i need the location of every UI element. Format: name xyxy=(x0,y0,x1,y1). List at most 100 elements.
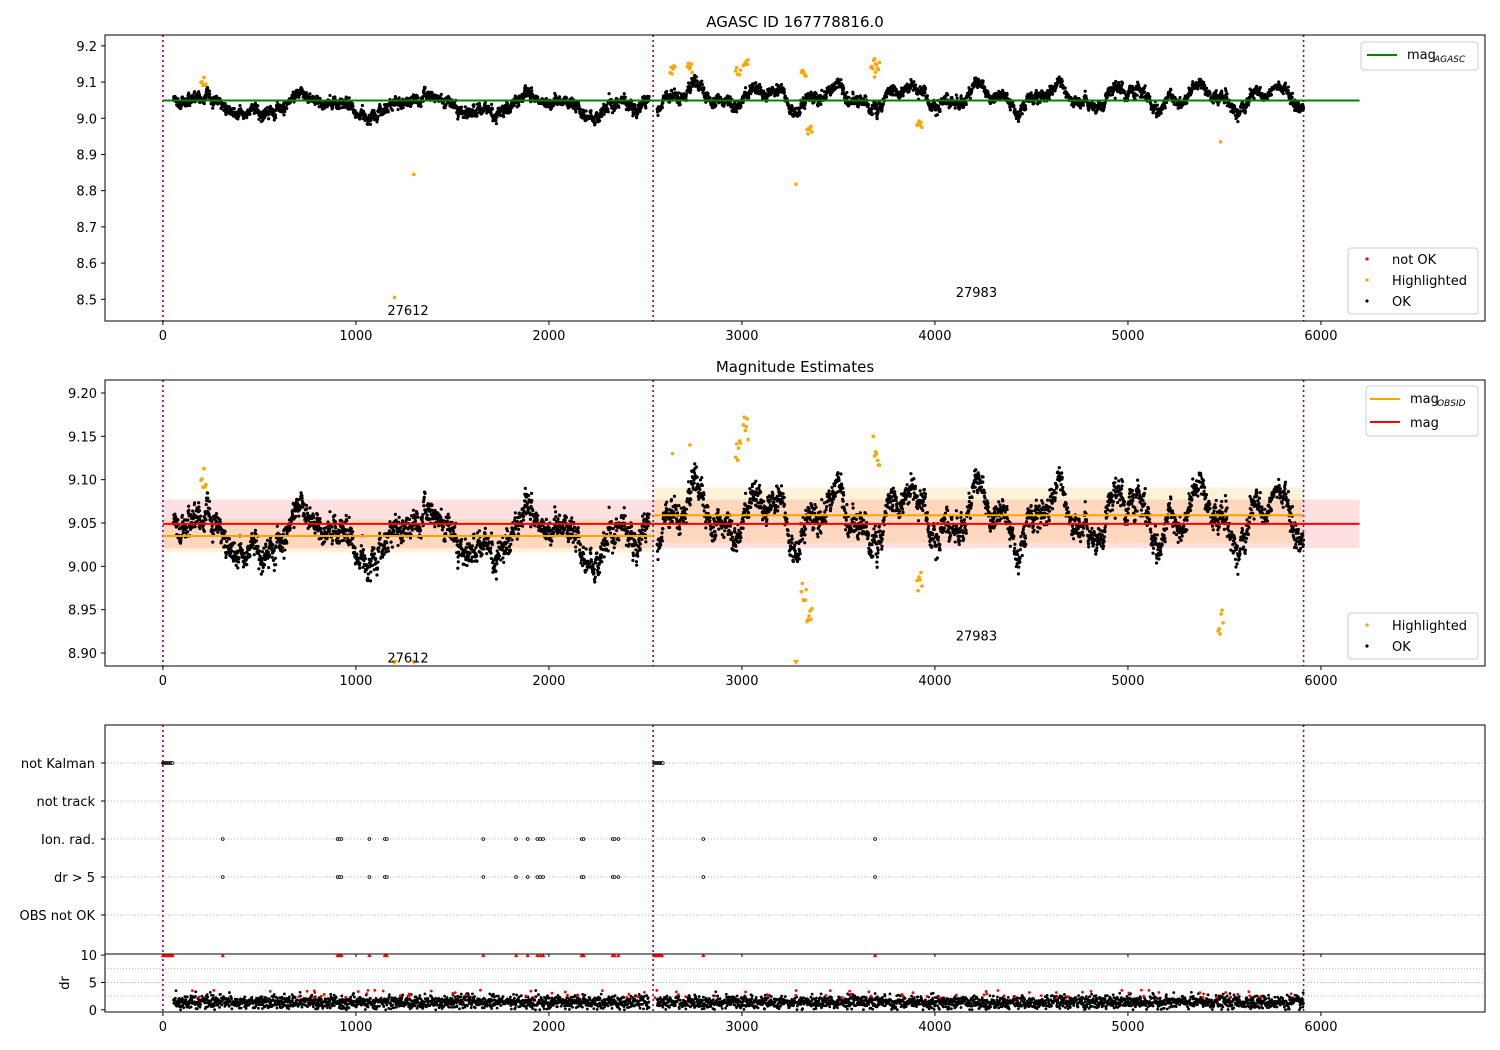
ok-point xyxy=(589,109,593,113)
ok-point xyxy=(227,105,232,109)
ok-point xyxy=(672,87,677,91)
ok-point xyxy=(1079,106,1083,110)
ok-point xyxy=(459,105,464,109)
ok-point xyxy=(881,102,885,106)
ok-point xyxy=(211,106,215,110)
ok-point xyxy=(633,103,637,107)
ok-point xyxy=(197,505,201,509)
ok-point xyxy=(814,91,818,96)
ok-point xyxy=(192,90,197,94)
ok-point xyxy=(494,118,498,122)
ok-point xyxy=(209,515,213,520)
ok-point xyxy=(512,103,516,107)
ok-point xyxy=(754,81,758,85)
ok-point xyxy=(283,548,287,552)
ok-point xyxy=(505,101,510,106)
ok-point xyxy=(282,113,286,117)
ok-point xyxy=(925,94,930,98)
ok-point xyxy=(267,553,272,557)
ok-point xyxy=(962,105,966,109)
ok-point xyxy=(272,118,276,122)
highlighted-point xyxy=(804,74,808,78)
ok-point xyxy=(1016,119,1021,124)
x-tick-label: 2000 xyxy=(532,329,565,344)
ok-point xyxy=(275,524,279,528)
x-tick-label: 1000 xyxy=(339,329,372,344)
highlighted-point xyxy=(919,120,923,125)
ok-point xyxy=(955,96,959,100)
ok-point xyxy=(190,525,194,530)
ok-point xyxy=(1225,95,1229,100)
ok-point xyxy=(1246,103,1251,107)
ok-point xyxy=(312,516,316,520)
ok-point xyxy=(1063,86,1067,90)
ok-point xyxy=(574,110,578,114)
ok-point xyxy=(635,116,639,120)
y-tick-label: 8.5 xyxy=(76,293,97,308)
ok-point xyxy=(210,524,214,528)
ok-point xyxy=(294,514,298,518)
ok-point xyxy=(419,104,423,109)
ok-point xyxy=(779,83,784,87)
ok-point xyxy=(743,86,748,90)
ok-point xyxy=(964,102,968,107)
ok-point xyxy=(665,89,669,94)
ok-point xyxy=(328,510,332,514)
ok-point xyxy=(508,109,513,114)
ok-point xyxy=(782,90,787,95)
ok-point xyxy=(337,539,342,543)
ok-point xyxy=(260,550,265,554)
ok-point xyxy=(611,111,615,115)
ok-point xyxy=(1208,92,1212,96)
ok-point xyxy=(1087,108,1091,112)
ok-point xyxy=(210,519,214,523)
ok-point xyxy=(185,526,189,530)
ok-point xyxy=(885,95,889,99)
ok-point xyxy=(239,542,243,546)
ok-point xyxy=(1296,101,1301,105)
ok-point xyxy=(1008,108,1012,112)
ok-point xyxy=(353,108,357,113)
highlighted-point xyxy=(806,132,810,136)
ok-point xyxy=(351,102,355,106)
ok-point xyxy=(577,104,581,108)
ok-point xyxy=(502,115,506,119)
ok-point xyxy=(288,526,292,530)
ok-point xyxy=(578,107,583,111)
ok-point xyxy=(271,543,275,547)
ok-point xyxy=(237,113,241,117)
ok-point xyxy=(232,541,236,545)
ok-point xyxy=(340,519,344,523)
ok-point xyxy=(622,92,626,96)
ok-point xyxy=(376,114,380,119)
ok-point xyxy=(347,515,351,519)
y-tick-label: 9.1 xyxy=(76,76,97,91)
ok-point xyxy=(191,509,195,513)
ok-point xyxy=(204,518,208,522)
ok-point xyxy=(193,525,197,529)
highlighted-point xyxy=(200,79,204,84)
ok-point xyxy=(257,117,261,121)
ok-point xyxy=(1201,80,1206,85)
obsid-label: 27612 xyxy=(387,304,428,319)
ok-point xyxy=(256,544,260,549)
ok-point xyxy=(483,100,487,105)
ok-point xyxy=(223,102,227,106)
ok-point xyxy=(913,83,918,87)
ok-point xyxy=(1135,93,1139,97)
ok-point xyxy=(250,531,254,536)
ok-point xyxy=(1034,89,1038,93)
ok-point xyxy=(262,563,267,567)
highlighted-point xyxy=(737,72,742,77)
ok-point xyxy=(207,89,212,93)
ok-point xyxy=(362,554,367,558)
obsid-label: 27983 xyxy=(956,286,997,301)
ok-point xyxy=(959,94,963,98)
ok-point xyxy=(297,514,301,518)
highlighted-point xyxy=(673,65,677,69)
ok-point xyxy=(1283,81,1288,85)
ok-point xyxy=(366,119,370,124)
ok-point xyxy=(375,120,379,124)
ok-point xyxy=(273,113,277,117)
